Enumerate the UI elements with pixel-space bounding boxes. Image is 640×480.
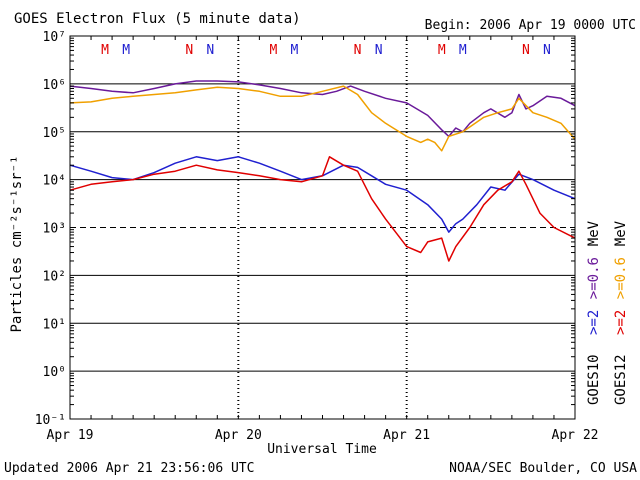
x-ticks: Apr 19 Apr 20 Apr 21 Apr 22 [47,36,599,443]
legend-entry: >=0.6 [613,257,629,299]
marker-label: M [101,43,109,58]
marker-label: N [375,43,383,58]
y-tick-label: 10¹ [43,317,66,332]
y-tick-label: 10² [43,269,66,284]
marker-label: M [122,43,130,58]
series-line-1 [69,80,576,138]
legend-unit: MeV [613,220,629,246]
series-line-3 [69,156,576,233]
x-tick-label: Apr 21 [383,428,430,443]
y-tick-label: 10⁵ [43,126,66,141]
y-tick-label: 10⁶ [43,78,66,93]
marker-label: M [438,43,446,58]
x-tick-label: Apr 19 [47,428,94,443]
legend-entry: >=2 [586,310,602,335]
credit-label: NOAA/SEC Boulder, CO USA [449,461,637,476]
legend-satellite-label: GOES10 [586,354,602,405]
legend: GOES10 >=2 >=0.6 MeV GOES12 >=2 >=0.6 MeV [586,220,629,405]
y-tick-label: 10³ [43,222,66,237]
y-tick-label: 10⁰ [43,365,66,380]
updated-label: Updated 2006 Apr 21 23:56:06 UTC [4,461,254,476]
y-axis-label: Particles cm⁻²s⁻¹sr⁻¹ [9,155,25,332]
gridlines [70,83,575,372]
x-tick-label: Apr 22 [552,428,599,443]
legend-unit: MeV [586,220,602,246]
legend-entry: >=2 [613,310,629,335]
chart-title: GOES Electron Flux (5 minute data) [14,11,301,27]
marker-label: N [185,43,193,58]
series-group [69,80,576,262]
marker-label: N [543,43,551,58]
marker-label: N [354,43,362,58]
marker-label: M [269,43,277,58]
marker-label: M [459,43,467,58]
marker-label: N [206,43,214,58]
series-line-2 [69,85,576,152]
y-tick-label: 10⁻¹ [35,413,66,428]
y-ticks: 10⁷ 10⁶ 10⁵ 10⁴ 10³ 10² 10¹ 10⁰ 10⁻¹ [35,30,575,428]
x-tick-label: Apr 20 [215,428,262,443]
legend-satellite-label: GOES12 [613,354,629,405]
series-line-4 [69,156,576,262]
marker-label: N [522,43,530,58]
marker-label: M [291,43,299,58]
x-axis-label: Universal Time [267,442,377,457]
begin-label: Begin: 2006 Apr 19 0000 UTC [425,18,636,33]
y-tick-label: 10⁷ [43,30,66,45]
legend-entry: >=0.6 [586,257,602,299]
y-tick-label: 10⁴ [43,174,66,189]
